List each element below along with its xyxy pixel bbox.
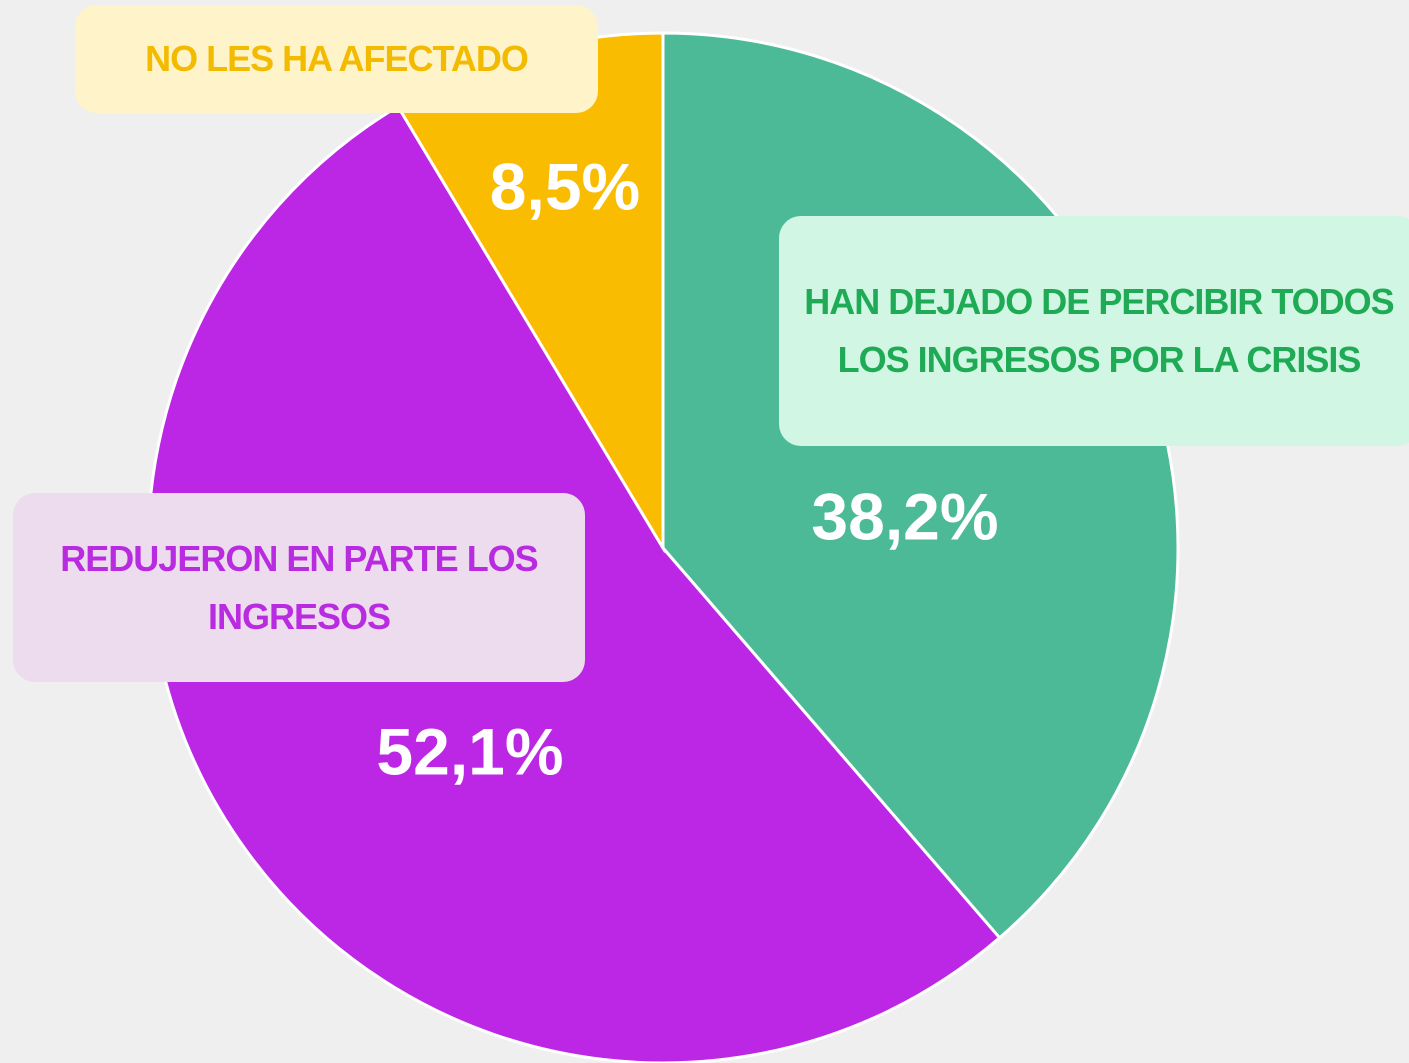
value-label: 52,1%: [376, 714, 563, 788]
category-label: NO LES HA AFECTADO: [75, 5, 598, 113]
category-label: HAN DEJADO DE PERCIBIR TODOS LOS INGRESO…: [779, 216, 1409, 446]
value-label: 38,2%: [811, 479, 998, 553]
value-label: 8,5%: [490, 149, 640, 223]
category-label: REDUJERON EN PARTE LOS INGRESOS: [13, 493, 585, 682]
